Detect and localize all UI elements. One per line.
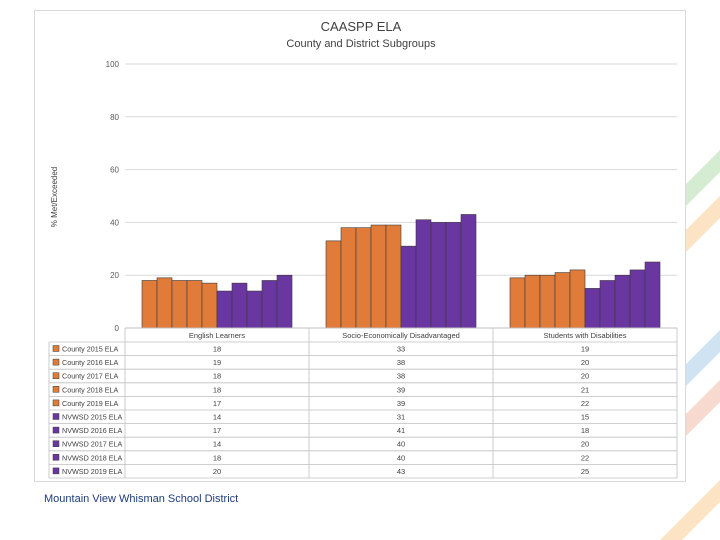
bar	[171, 280, 188, 329]
data-label: 19	[213, 358, 221, 367]
data-label: 31	[397, 413, 405, 422]
bar	[524, 274, 541, 329]
bar	[156, 277, 173, 329]
data-label: 22	[581, 399, 589, 408]
legend-swatch	[52, 454, 60, 461]
y-tick-label: 100	[106, 60, 120, 69]
bar	[370, 224, 387, 329]
data-label: 39	[397, 399, 405, 408]
legend-swatch	[52, 440, 60, 447]
bar	[614, 274, 631, 329]
data-label: 38	[397, 372, 405, 381]
legend-label: NVWSD 2017 ELA	[62, 440, 123, 449]
bar	[231, 282, 248, 329]
data-label: 17	[213, 426, 221, 435]
legend-label: County 2015 ELA	[62, 345, 119, 354]
data-label: 18	[213, 345, 221, 354]
y-tick-label: 0	[115, 324, 120, 333]
data-label: 22	[581, 453, 589, 462]
bar	[385, 224, 402, 329]
data-label: 14	[213, 440, 221, 449]
bar	[430, 222, 447, 329]
bar	[584, 288, 601, 329]
data-label: 43	[397, 467, 405, 476]
bar	[201, 282, 218, 329]
bar	[569, 269, 586, 329]
bar	[216, 290, 233, 329]
data-label: 15	[581, 413, 589, 422]
category-label: English Learners	[189, 331, 246, 340]
legend-swatch	[52, 413, 60, 420]
data-label: 41	[397, 426, 405, 435]
chart: CAASPP ELA County and District Subgroups…	[48, 19, 678, 479]
bar	[325, 240, 342, 329]
bar	[246, 290, 263, 329]
legend-label: County 2019 ELA	[62, 399, 119, 408]
bar	[186, 280, 203, 329]
category-label: Socio-Economically Disadvantaged	[342, 331, 460, 340]
y-tick-label: 40	[110, 218, 119, 227]
data-label: 39	[397, 385, 405, 394]
bar	[276, 274, 293, 329]
legend-swatch	[52, 345, 60, 352]
bar	[539, 274, 556, 329]
chart-subtitle: County and District Subgroups	[286, 38, 436, 50]
data-label: 20	[213, 467, 221, 476]
chart-frame: CAASPP ELA County and District Subgroups…	[34, 10, 686, 482]
data-label: 40	[397, 440, 405, 449]
data-label: 19	[581, 345, 589, 354]
data-label: 17	[213, 399, 221, 408]
chart-title: CAASPP ELA	[321, 19, 402, 34]
data-label: 20	[581, 440, 589, 449]
data-table: English Learners Socio-Economically Disad…	[48, 327, 678, 479]
legend-label: County 2016 ELA	[62, 358, 119, 367]
bar	[340, 227, 357, 329]
data-label: 25	[581, 467, 589, 476]
data-label: 18	[213, 385, 221, 394]
bar	[554, 272, 571, 329]
bar	[445, 222, 462, 329]
bar	[629, 269, 646, 329]
y-tick-label: 60	[110, 166, 119, 175]
data-label: 33	[397, 345, 405, 354]
legend-label: County 2018 ELA	[62, 385, 119, 394]
bar	[644, 261, 661, 329]
category-label: Students with Disabilities	[544, 331, 627, 340]
legend-label: NVWSD 2016 ELA	[62, 426, 123, 435]
bars	[141, 214, 661, 329]
y-axis-label: % Met/Exceeded	[50, 167, 59, 227]
y-tick-label: 80	[110, 113, 119, 122]
data-label: 14	[213, 413, 221, 422]
legend-swatch	[52, 426, 60, 434]
legend-swatch	[52, 372, 60, 379]
data-label: 18	[213, 372, 221, 381]
footer-text: Mountain View Whisman School District	[44, 493, 239, 505]
legend-label: NVWSD 2018 ELA	[62, 453, 123, 462]
data-label: 40	[397, 453, 405, 462]
bar	[400, 245, 417, 329]
legend-label: NVWSD 2015 ELA	[62, 413, 123, 422]
data-label: 21	[581, 385, 589, 394]
legend-swatch	[52, 386, 60, 393]
legend-swatch	[52, 358, 60, 366]
legend-swatch	[52, 399, 60, 407]
bar	[599, 280, 616, 329]
data-label: 20	[581, 358, 589, 367]
bar	[460, 214, 477, 329]
bar	[355, 227, 372, 329]
data-label: 20	[581, 372, 589, 381]
bar	[509, 277, 526, 329]
stripe-peach	[676, 380, 720, 446]
stripe-orange-low	[660, 480, 720, 540]
data-label: 18	[213, 453, 221, 462]
data-label: 38	[397, 358, 405, 367]
y-tick-label: 20	[110, 271, 119, 280]
bar	[141, 280, 158, 329]
bar	[415, 219, 432, 329]
bar	[261, 280, 278, 329]
legend-swatch	[52, 467, 60, 475]
legend-label: County 2017 ELA	[62, 372, 119, 381]
legend-label: NVWSD 2019 ELA	[62, 467, 123, 476]
data-label: 18	[581, 426, 589, 435]
